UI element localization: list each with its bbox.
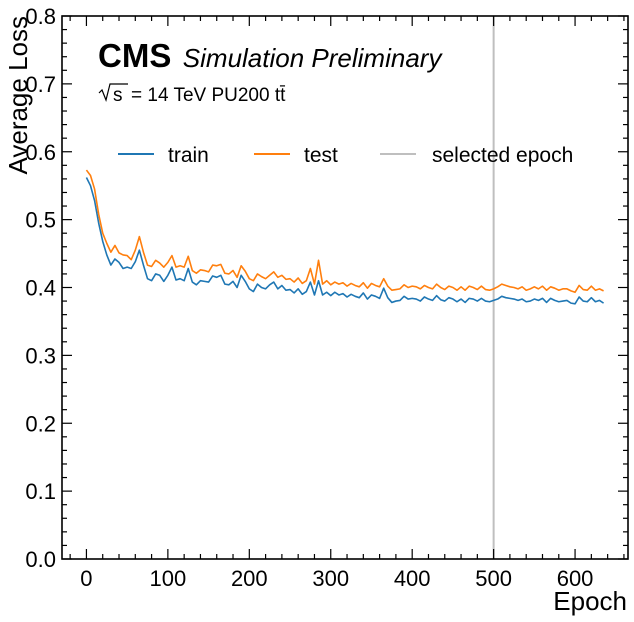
experiment-label: CMS Simulation Preliminary xyxy=(98,37,443,74)
plot-frame xyxy=(61,15,629,560)
x-axis-title: Epoch xyxy=(553,586,627,616)
series-line-train xyxy=(85,177,605,305)
x-tick-label: 600 xyxy=(557,566,594,591)
y-tick-label: 0.6 xyxy=(25,140,56,165)
x-tick-label: 400 xyxy=(394,566,431,591)
energy-text: = 14 TeV PU200 tt̄ xyxy=(131,85,286,106)
x-tick-label: 200 xyxy=(231,566,268,591)
y-axis-title: Average Loss xyxy=(3,16,33,175)
series-line-test xyxy=(85,169,604,294)
legend: train test selected epoch xyxy=(118,144,573,167)
sqrt-argument: s xyxy=(113,85,123,106)
legend-label-selected-epoch: selected epoch xyxy=(432,144,573,167)
legend-label-train: train xyxy=(168,144,209,167)
y-tick-label: 0.0 xyxy=(25,547,56,572)
simulation-preliminary-label: Simulation Preliminary xyxy=(183,43,444,73)
y-tick-label: 0.2 xyxy=(25,411,56,436)
sqrt-symbol xyxy=(98,83,128,102)
cms-label: CMS xyxy=(98,37,171,74)
x-tick-label: 500 xyxy=(475,566,512,591)
energy-label: s = 14 TeV PU200 tt̄ xyxy=(98,83,286,106)
y-tick-label: 0.5 xyxy=(25,208,56,233)
y-tick-label: 0.1 xyxy=(25,479,56,504)
y-tick-label: 0.4 xyxy=(25,276,56,301)
y-tick-label: 0.3 xyxy=(25,343,56,368)
y-tick-label: 0.7 xyxy=(25,72,56,97)
axis-ticks: 0 100 200 300 400 500 600 0.0 0.1 0.2 0.3 0.4 0.5 0.6… xyxy=(25,4,628,591)
y-tick-label: 0.8 xyxy=(25,4,56,29)
x-tick-label: 0 xyxy=(80,566,92,591)
x-tick-label: 300 xyxy=(312,566,349,591)
plot-area xyxy=(85,16,605,559)
legend-label-test: test xyxy=(304,144,338,167)
x-tick-label: 100 xyxy=(150,566,187,591)
